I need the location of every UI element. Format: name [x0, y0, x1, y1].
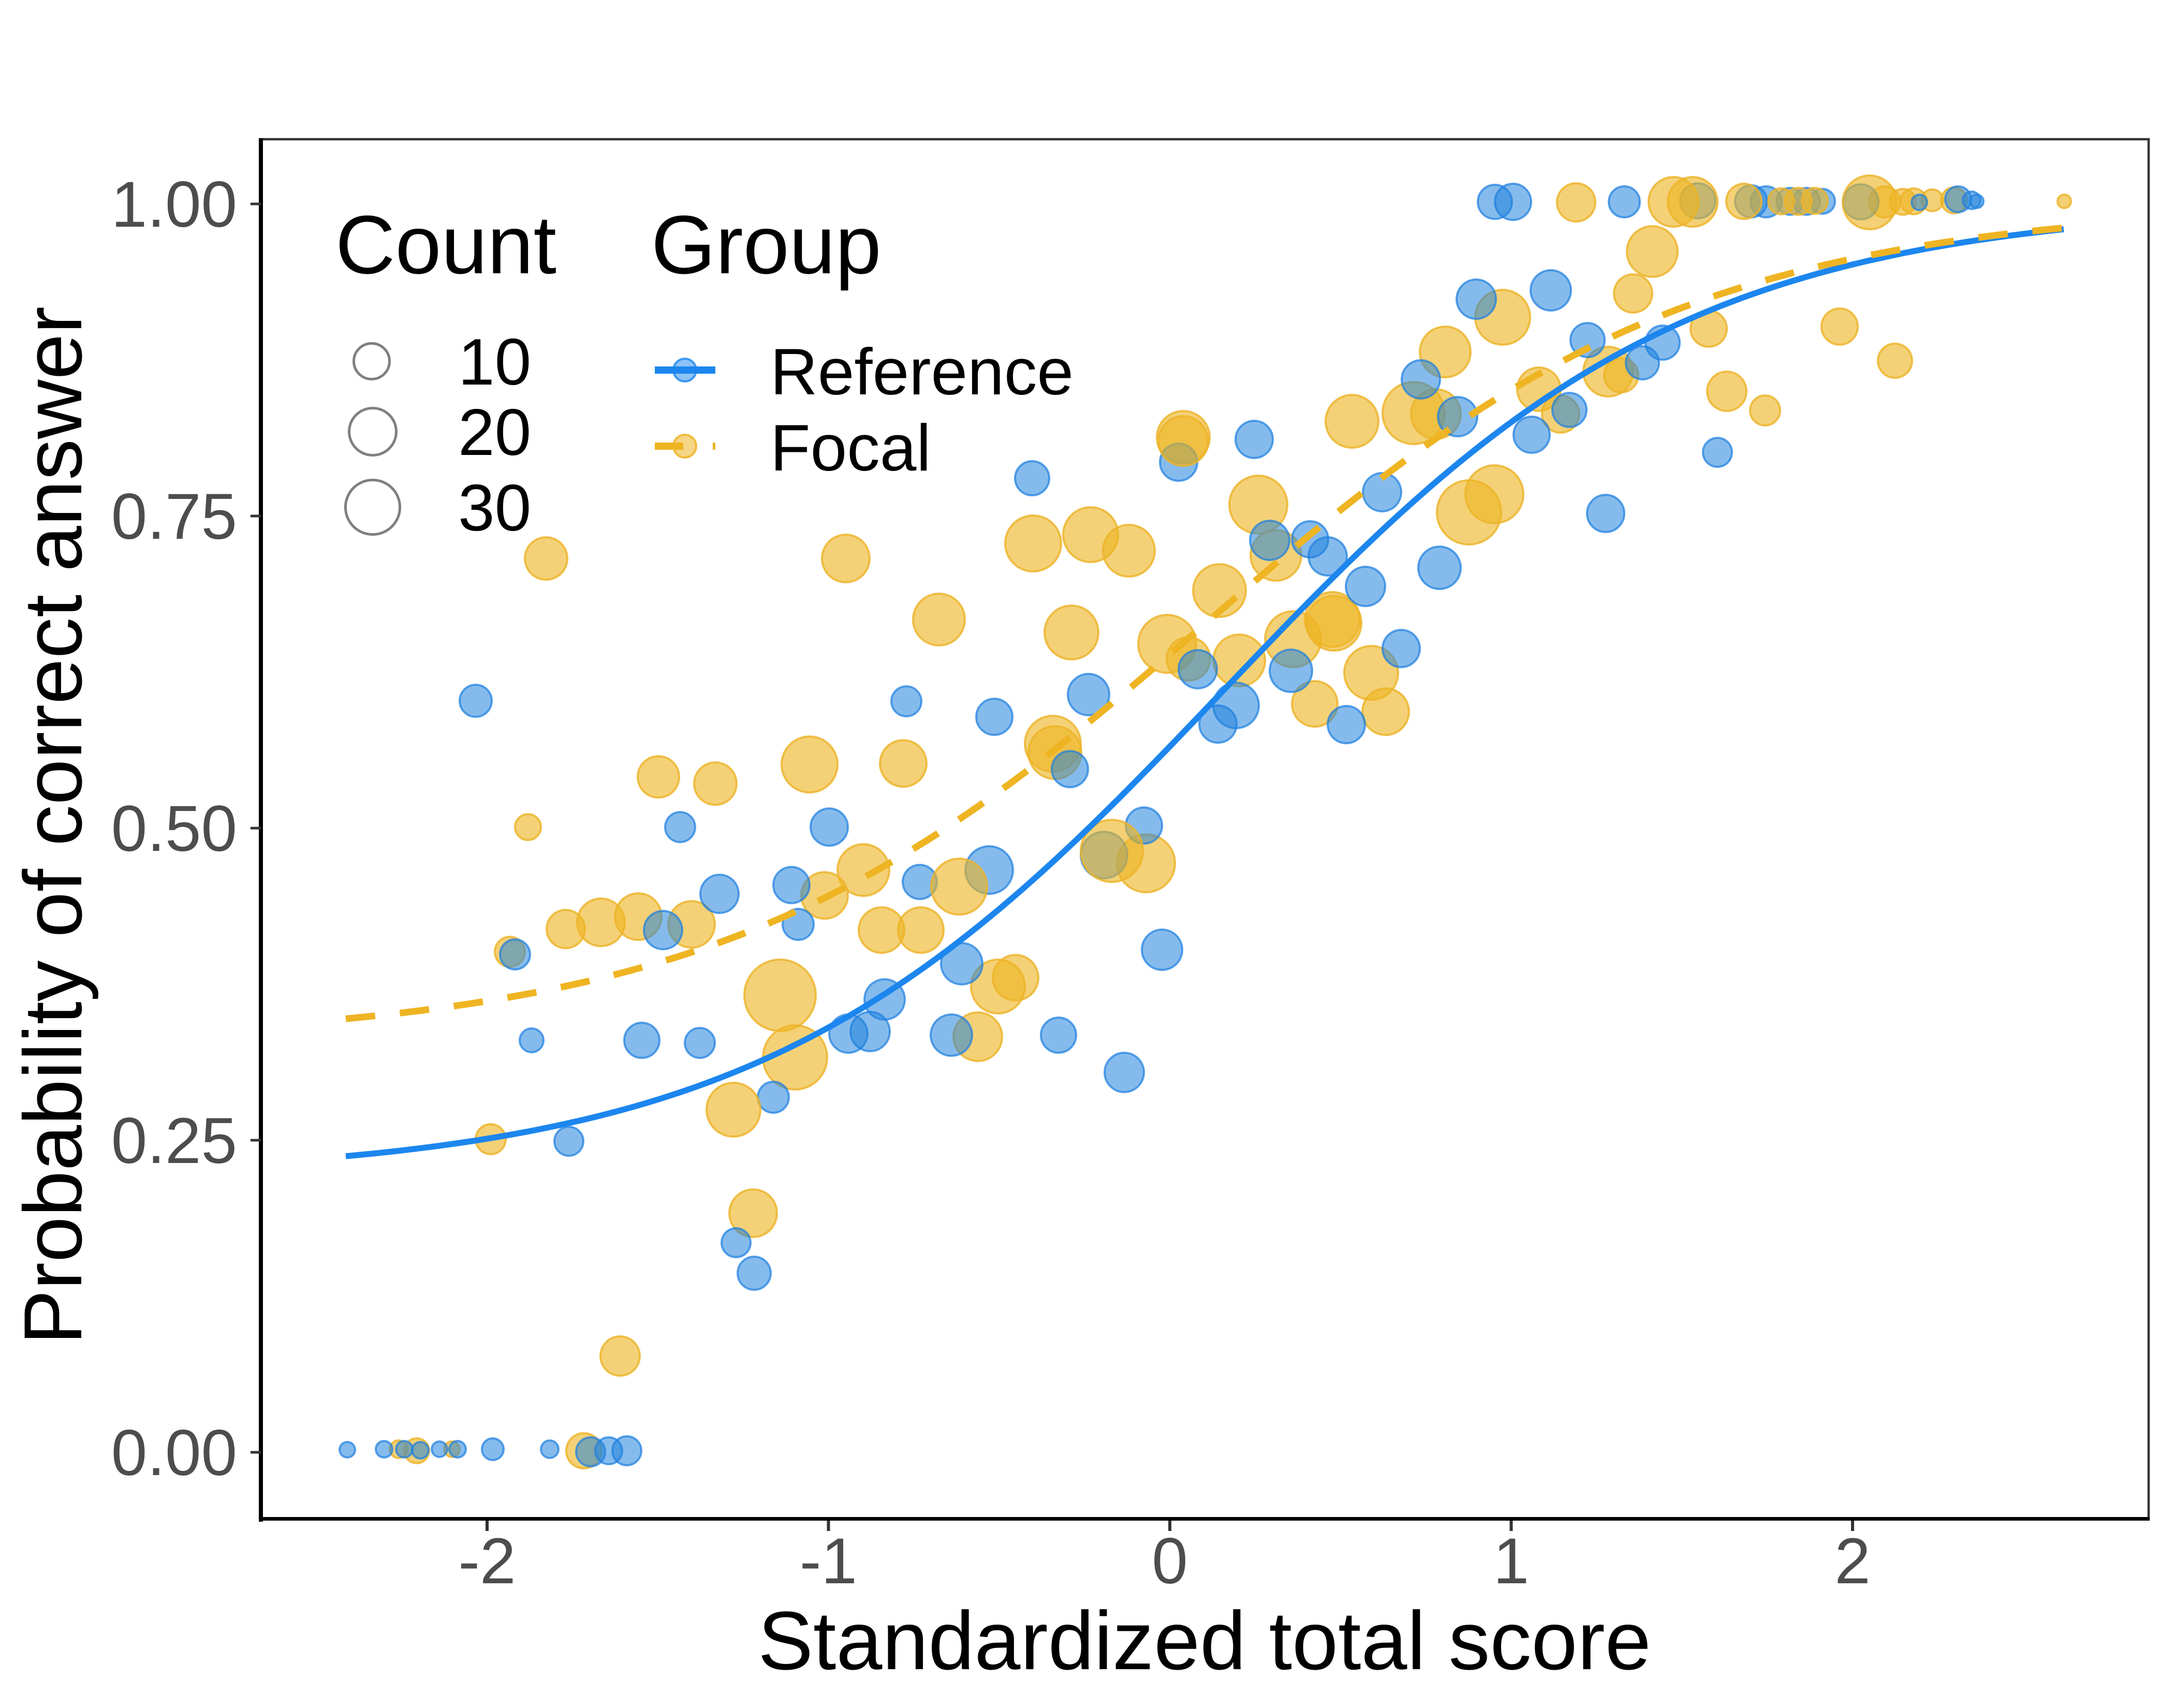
svg-text:1.00: 1.00 [111, 169, 237, 241]
svg-text:10: 10 [458, 325, 531, 399]
svg-text:30: 30 [458, 471, 531, 544]
svg-text:0.75: 0.75 [111, 481, 237, 553]
svg-text:0.50: 0.50 [111, 793, 237, 865]
svg-text:Probability of correct answer: Probability of correct answer [7, 306, 99, 1345]
svg-text:2: 2 [1834, 1525, 1871, 1597]
svg-text:-2: -2 [458, 1525, 516, 1597]
svg-text:0.25: 0.25 [111, 1105, 237, 1177]
svg-text:1: 1 [1493, 1525, 1530, 1597]
svg-text:Focal: Focal [770, 411, 931, 484]
svg-text:0.00: 0.00 [111, 1417, 237, 1489]
svg-text:20: 20 [458, 395, 531, 469]
svg-text:Reference: Reference [770, 335, 1074, 408]
svg-text:Group: Group [651, 198, 882, 291]
svg-text:Count: Count [335, 198, 556, 291]
svg-text:Standardized total score: Standardized total score [758, 1594, 1651, 1687]
svg-text:-1: -1 [800, 1525, 857, 1597]
svg-text:0: 0 [1152, 1525, 1188, 1597]
